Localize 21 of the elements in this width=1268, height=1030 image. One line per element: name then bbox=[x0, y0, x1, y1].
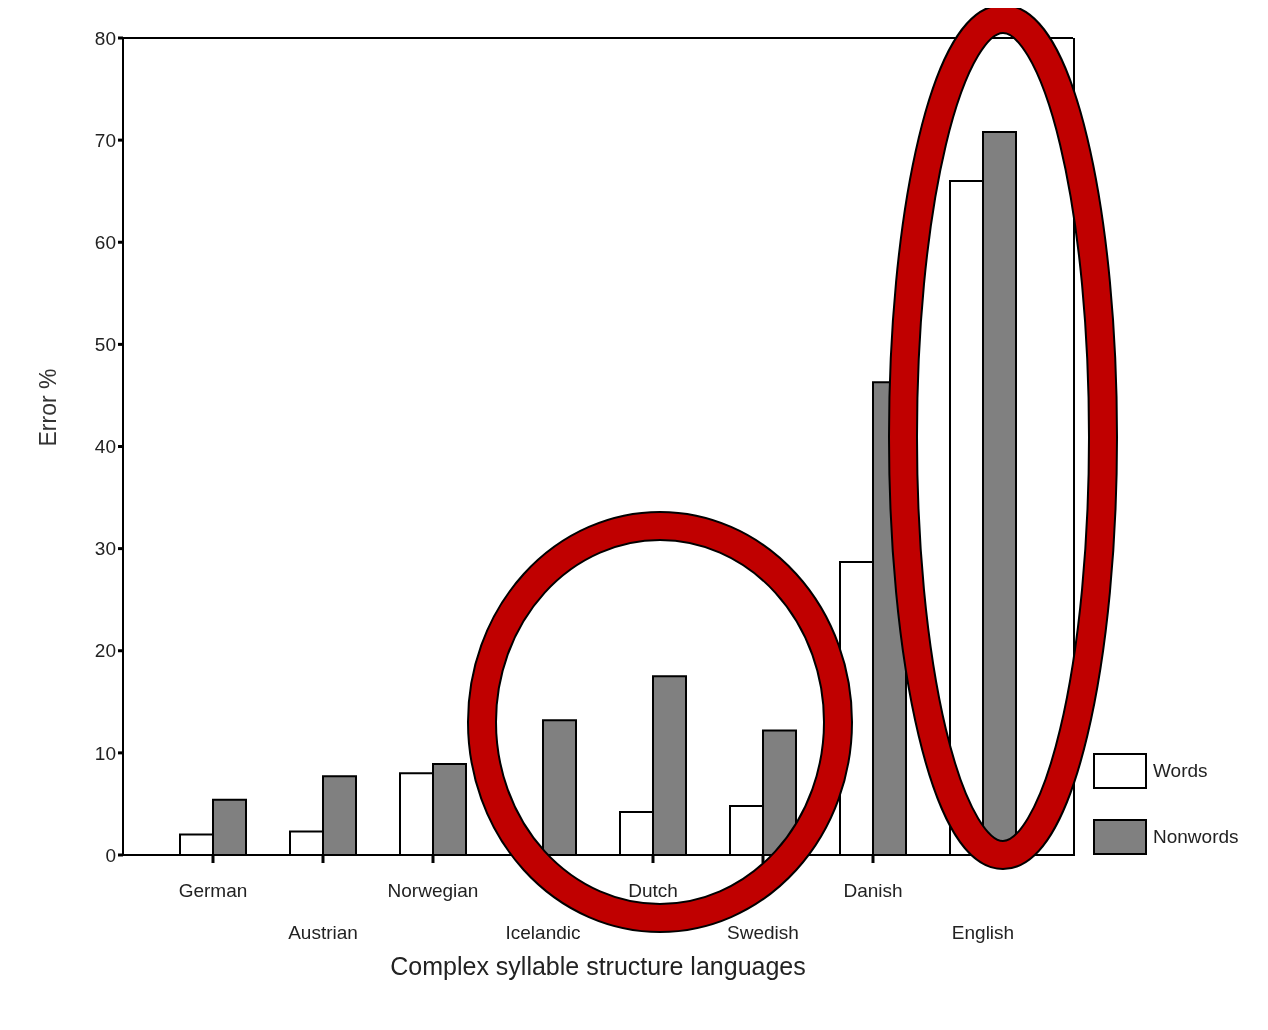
y-tick-label: 50 bbox=[94, 334, 116, 356]
x-axis-title: Complex syllable structure languages bbox=[390, 952, 806, 980]
y-axis-title: Error % bbox=[35, 368, 62, 447]
legend-label: Nonwords bbox=[1153, 826, 1239, 848]
y-tick-label: 10 bbox=[94, 742, 116, 764]
y-tick-label: 0 bbox=[105, 844, 116, 866]
x-tick-label: Dutch bbox=[628, 880, 678, 901]
x-tick-label: German bbox=[178, 880, 248, 901]
y-tick-label: 20 bbox=[94, 640, 116, 662]
x-tick-label: Norwegian bbox=[387, 880, 479, 901]
x-tick-label: Austrian bbox=[288, 922, 358, 943]
y-tick-label: 80 bbox=[94, 27, 116, 49]
y-tick-label: 70 bbox=[94, 129, 116, 151]
x-tick-label: English bbox=[951, 922, 1015, 943]
x-tick-label: Icelandic bbox=[505, 922, 581, 943]
legend-label: Words bbox=[1153, 760, 1208, 782]
y-tick-label: 40 bbox=[94, 436, 116, 458]
x-tick-label: Danish bbox=[843, 880, 903, 901]
y-tick-label: 30 bbox=[94, 538, 116, 560]
y-tick-label: 60 bbox=[94, 231, 116, 253]
x-tick-label: Swedish bbox=[727, 922, 799, 943]
